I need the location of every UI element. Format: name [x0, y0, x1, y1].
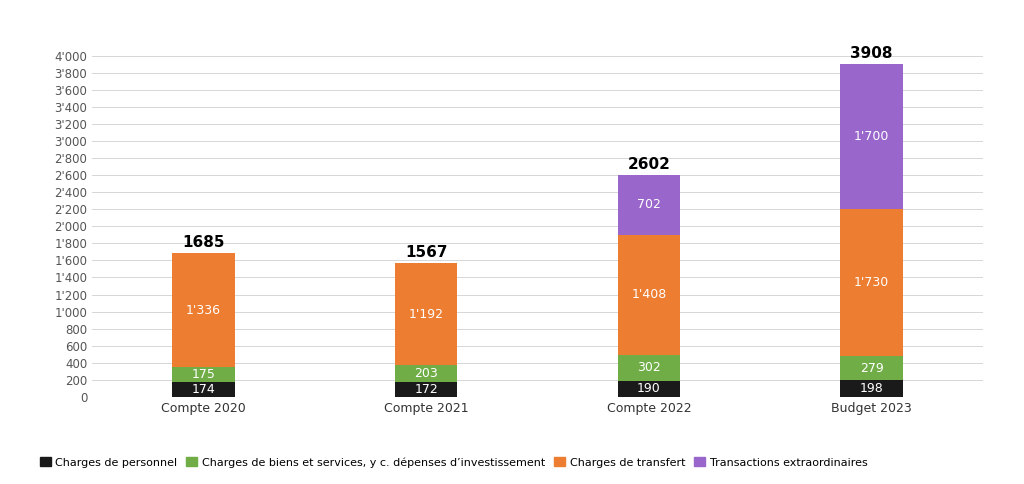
Text: 203: 203: [415, 367, 438, 380]
Legend: Charges de personnel, Charges de biens et services, y c. dépenses d’investisseme: Charges de personnel, Charges de biens e…: [36, 453, 871, 472]
Bar: [395, 365, 458, 382]
Bar: [172, 367, 234, 382]
Text: 190: 190: [637, 382, 660, 395]
Bar: [395, 263, 458, 365]
Text: 302: 302: [637, 361, 660, 374]
Text: 172: 172: [415, 383, 438, 396]
Text: 702: 702: [637, 198, 660, 212]
Text: 2602: 2602: [628, 157, 671, 172]
Text: 279: 279: [860, 362, 884, 375]
Text: 198: 198: [860, 382, 884, 395]
Text: 1'730: 1'730: [854, 276, 889, 289]
Text: 1'192: 1'192: [409, 307, 443, 320]
Text: 3908: 3908: [850, 45, 893, 60]
Text: 1'700: 1'700: [854, 130, 890, 143]
Bar: [841, 356, 903, 380]
Bar: [617, 381, 680, 397]
Bar: [617, 355, 680, 381]
Bar: [172, 382, 234, 397]
Bar: [841, 209, 903, 356]
Bar: [841, 64, 903, 209]
Bar: [841, 380, 903, 397]
Bar: [395, 382, 458, 397]
Bar: [617, 235, 680, 355]
Bar: [172, 253, 234, 367]
Text: 1'336: 1'336: [186, 303, 221, 317]
Text: 1567: 1567: [404, 245, 447, 260]
Bar: [617, 175, 680, 235]
Text: 1685: 1685: [182, 235, 225, 250]
Text: 175: 175: [191, 368, 215, 381]
Text: 1'408: 1'408: [632, 288, 667, 302]
Text: 174: 174: [191, 383, 215, 396]
